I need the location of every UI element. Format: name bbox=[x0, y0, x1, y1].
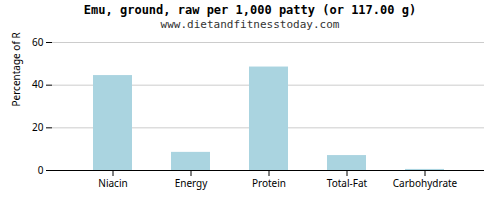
html-text:Emu, ground, raw per 1,000 pat: Emu, ground, raw per 1,000 patty (or 117… bbox=[83, 3, 417, 17]
svg-text:Protein: Protein bbox=[252, 176, 286, 190]
svg-text:Total-Fat: Total-Fat bbox=[327, 176, 368, 190]
svg-text:20: 20 bbox=[32, 120, 44, 134]
svg-text:Niacin: Niacin bbox=[98, 176, 127, 190]
svg-text:Energy: Energy bbox=[175, 176, 209, 190]
svg-text:Carbohydrate: Carbohydrate bbox=[393, 176, 458, 190]
html-text:www.dietandfitnesstoday.com: www.dietandfitnesstoday.com bbox=[160, 18, 340, 31]
svg-text:60: 60 bbox=[32, 35, 44, 49]
svg-text:0: 0 bbox=[38, 163, 44, 177]
svg-text:Percentage of RDH (%): Percentage of RDH (%) bbox=[9, 32, 23, 107]
svg-text:40: 40 bbox=[32, 77, 44, 91]
